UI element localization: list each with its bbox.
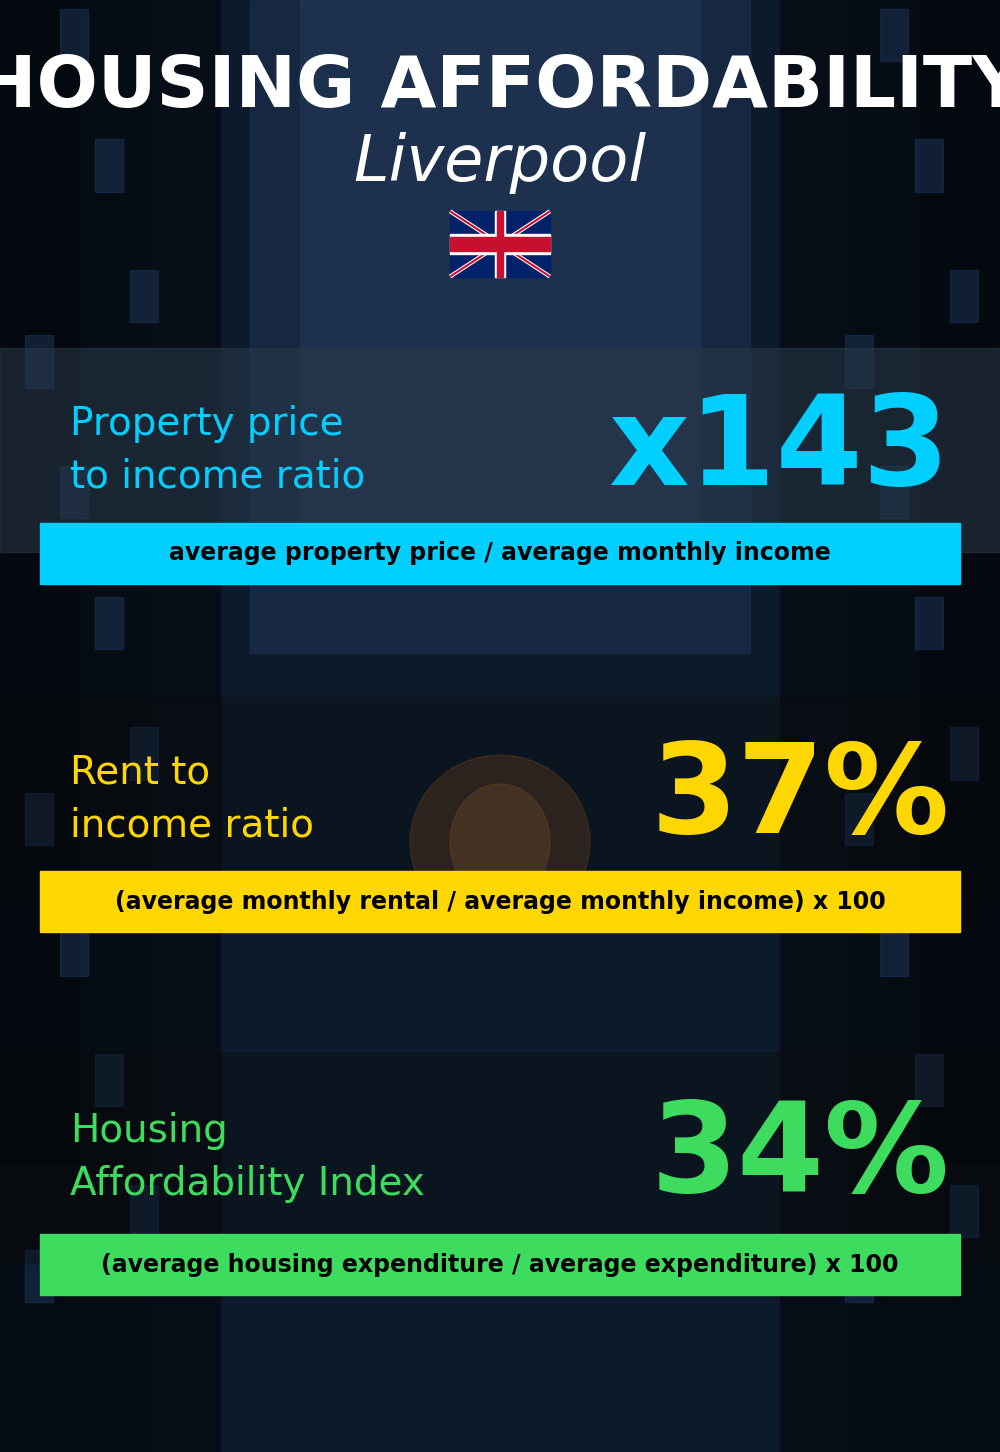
Bar: [880, 923, 908, 976]
Bar: [920, 0, 1000, 1162]
Bar: [95, 597, 123, 649]
Bar: [0, 697, 1000, 900]
Text: (average housing expenditure / average expenditure) x 100: (average housing expenditure / average e…: [101, 1253, 899, 1276]
Bar: [25, 335, 53, 388]
Text: Liverpool: Liverpool: [353, 132, 647, 193]
Bar: [880, 466, 908, 518]
Text: Housing
Affordability Index: Housing Affordability Index: [70, 1112, 425, 1204]
Text: Property price
to income ratio: Property price to income ratio: [70, 405, 365, 495]
Text: 34%: 34%: [651, 1098, 950, 1218]
Bar: [0, 0, 150, 1452]
Bar: [450, 211, 550, 276]
Bar: [60, 9, 88, 61]
Bar: [845, 335, 873, 388]
Bar: [130, 727, 158, 780]
Bar: [95, 1054, 123, 1106]
Bar: [450, 234, 550, 254]
Bar: [915, 1054, 943, 1106]
Bar: [0, 0, 220, 1452]
Bar: [25, 793, 53, 845]
Ellipse shape: [450, 784, 550, 900]
Bar: [880, 9, 908, 61]
Bar: [450, 237, 550, 251]
Bar: [495, 211, 505, 276]
Bar: [60, 923, 88, 976]
Bar: [950, 270, 978, 322]
Bar: [40, 523, 960, 584]
Bar: [40, 1234, 960, 1295]
Bar: [915, 597, 943, 649]
Bar: [850, 0, 1000, 1452]
Bar: [780, 0, 1000, 1452]
Text: 37%: 37%: [651, 738, 950, 860]
Bar: [950, 1185, 978, 1237]
Bar: [0, 1053, 1000, 1263]
Text: average property price / average monthly income: average property price / average monthly…: [169, 542, 831, 565]
Bar: [300, 0, 700, 581]
Text: (average monthly rental / average monthly income) x 100: (average monthly rental / average monthl…: [115, 890, 885, 913]
Bar: [95, 139, 123, 192]
Bar: [845, 1250, 873, 1302]
Bar: [60, 466, 88, 518]
Bar: [915, 139, 943, 192]
Bar: [130, 1185, 158, 1237]
Text: x143: x143: [608, 389, 950, 511]
Bar: [0, 348, 1000, 552]
Bar: [25, 1250, 53, 1302]
Bar: [845, 793, 873, 845]
Bar: [40, 871, 960, 932]
Text: Rent to
income ratio: Rent to income ratio: [70, 754, 314, 844]
Text: HOUSING AFFORDABILITY: HOUSING AFFORDABILITY: [0, 52, 1000, 122]
Bar: [250, 0, 750, 653]
Bar: [130, 270, 158, 322]
Ellipse shape: [410, 755, 590, 929]
Bar: [497, 211, 503, 276]
Bar: [0, 0, 80, 1162]
Bar: [950, 727, 978, 780]
